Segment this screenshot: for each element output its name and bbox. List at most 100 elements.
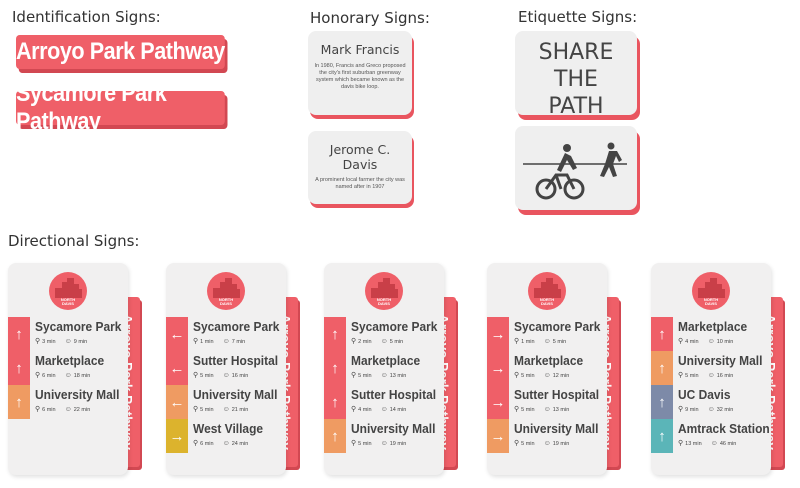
bike-icon: ⚲	[193, 440, 199, 447]
logo-building-shape	[557, 289, 561, 298]
destination-row: ↑ University Mall ⚲ 6 min ☺ 22 min	[8, 385, 128, 419]
logo-text: NORTH DAVIS	[539, 297, 555, 306]
direction-arrow-icon: →	[487, 385, 509, 419]
travel-times: ⚲ 5 min ☺ 13 min	[351, 371, 415, 379]
walk-time: 24 min	[231, 441, 249, 447]
travel-times: ⚲ 3 min ☺ 9 min	[35, 337, 96, 345]
destination-row: ↑ Marketplace ⚲ 6 min ☺ 18 min	[8, 351, 128, 385]
bike-icon: ⚲	[514, 440, 520, 447]
directional-signs-title: Directional Signs:	[8, 232, 140, 250]
destination-row: → Sycamore Park ⚲ 1 min ☺ 5 min	[487, 317, 607, 351]
walk-icon: ☺	[710, 440, 718, 447]
walk-time: 16 min	[231, 373, 249, 379]
bike-time: 5 min	[521, 407, 535, 413]
share-text-line: PATH	[548, 94, 604, 119]
bike-time: 6 min	[42, 373, 56, 379]
travel-times: ⚲ 5 min ☺ 12 min	[514, 371, 578, 379]
destination-row: ↑ University Mall ⚲ 5 min ☺ 16 min	[651, 351, 771, 385]
destination-name: Sycamore Park	[35, 319, 122, 334]
bike-time: 5 min	[685, 373, 699, 379]
logo-building-shape	[73, 284, 79, 298]
travel-times: ⚲ 6 min ☺ 24 min	[193, 439, 257, 447]
bike-icon: ⚲	[351, 440, 357, 447]
travel-times: ⚲ 5 min ☺ 13 min	[514, 405, 578, 413]
walk-time: 13 min	[389, 373, 407, 379]
travel-times: ⚲ 4 min ☺ 10 min	[678, 337, 742, 345]
destination-row: ↑ Marketplace ⚲ 5 min ☺ 13 min	[324, 351, 444, 385]
bike-time: 3 min	[42, 339, 56, 345]
directional-sign: Arroyo Park PathwayNORTHDAVIS←Sycamore P…	[166, 263, 306, 475]
walk-time: 16 min	[716, 373, 734, 379]
travel-times: ⚲ 9 min ☺ 32 min	[678, 405, 742, 413]
honorary-description: A prominent local farmer the city was na…	[315, 177, 405, 190]
walk-icon: ☺	[380, 440, 388, 447]
travel-times: ⚲ 1 min ☺ 7 min	[193, 337, 254, 345]
direction-arrow-icon: ↑	[651, 385, 673, 419]
bike-icon: ⚲	[35, 406, 41, 413]
destination-name: Marketplace	[35, 353, 105, 368]
logo-building-shape	[225, 278, 232, 298]
direction-arrow-icon: ←	[166, 351, 188, 385]
logo-building-shape	[378, 282, 384, 298]
logo-building-shape	[721, 289, 725, 298]
logo-text: NORTH DAVIS	[218, 297, 234, 306]
etiquette-share-the-path-sign: SHARE THE PATH	[515, 31, 637, 119]
direction-arrow-icon: ↑	[651, 317, 673, 351]
direction-arrow-icon: ↑	[651, 351, 673, 385]
destination-row: → University Mall ⚲ 5 min ☺ 19 min	[487, 419, 607, 453]
travel-times: ⚲ 5 min ☺ 16 min	[678, 371, 742, 379]
walk-icon: ☺	[64, 372, 72, 379]
direction-arrow-icon: ↑	[651, 419, 673, 453]
directional-sign: Arroyo Park PathwayNORTHDAVIS→Sycamore P…	[487, 263, 627, 475]
destination-name: Marketplace	[514, 353, 584, 368]
walk-time: 10 min	[716, 339, 734, 345]
share-text-line: SHARE	[538, 40, 614, 65]
bike-time: 4 min	[685, 339, 699, 345]
logo-building-shape	[541, 282, 547, 298]
bike-icon: ⚲	[514, 338, 520, 345]
north-davis-logo: NORTH DAVIS	[49, 272, 87, 310]
north-davis-logo: NORTH DAVIS	[365, 272, 403, 310]
share-text-line: THE	[554, 67, 598, 92]
bike-icon: ⚲	[678, 338, 684, 345]
bike-icon: ⚲	[193, 372, 199, 379]
logo-building-shape	[698, 288, 706, 298]
destination-name: Sycamore Park	[514, 319, 601, 334]
walk-time: 5 min	[552, 339, 567, 345]
etiquette-signs-title: Etiquette Signs:	[518, 8, 638, 26]
destination-row: ↑ Sutter Hospital ⚲ 4 min ☺ 14 min	[324, 385, 444, 419]
logo-building-shape	[62, 282, 68, 298]
direction-arrow-icon: ↑	[8, 385, 30, 419]
bike-icon: ⚲	[678, 406, 684, 413]
north-davis-logo: NORTH DAVIS	[692, 272, 730, 310]
bike-time: 6 min	[42, 407, 56, 413]
logo-building-shape	[371, 288, 379, 298]
bike-icon: ⚲	[35, 372, 41, 379]
direction-arrow-icon: →	[487, 317, 509, 351]
walk-time: 12 min	[552, 373, 570, 379]
walk-time: 21 min	[231, 407, 249, 413]
destination-row: ↑ Marketplace ⚲ 4 min ☺ 10 min	[651, 317, 771, 351]
directional-sign: Arroyo Park PathwayNORTHDAVIS↑Sycamore P…	[324, 263, 464, 475]
bike-icon: ⚲	[678, 440, 684, 447]
logo-building-shape	[220, 282, 226, 298]
destination-name: Marketplace	[351, 353, 421, 368]
bike-time: 4 min	[358, 407, 372, 413]
walk-icon: ☺	[64, 338, 72, 345]
honorary-sign-jerome-davis: Jerome C. Davis A prominent local farmer…	[308, 131, 412, 204]
direction-arrow-icon: ↑	[8, 351, 30, 385]
direction-arrow-icon: →	[487, 419, 509, 453]
logo-building-shape	[383, 278, 390, 298]
travel-times: ⚲ 4 min ☺ 14 min	[351, 405, 415, 413]
walk-icon: ☺	[222, 440, 230, 447]
walk-icon: ☺	[543, 440, 551, 447]
walk-icon: ☺	[64, 406, 72, 413]
walk-icon: ☺	[707, 372, 715, 379]
destination-name: Sutter Hospital	[351, 387, 437, 402]
walk-time: 22 min	[73, 407, 91, 413]
logo-building-shape	[231, 284, 237, 298]
travel-times: ⚲ 6 min ☺ 18 min	[35, 371, 99, 379]
bike-time: 6 min	[200, 441, 214, 447]
bike-time: 5 min	[200, 373, 214, 379]
travel-times: ⚲ 2 min ☺ 5 min	[351, 337, 412, 345]
